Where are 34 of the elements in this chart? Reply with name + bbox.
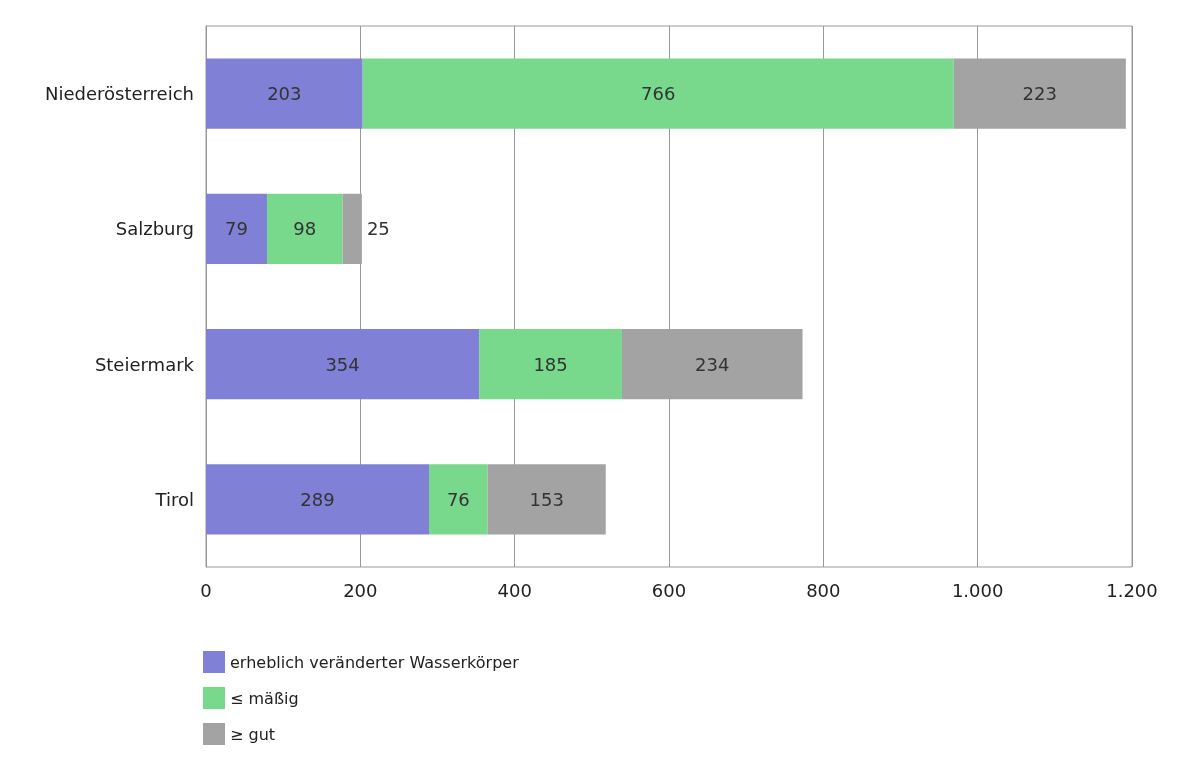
legend-label: ≤ mäßig <box>230 688 299 708</box>
y-tick-label: Tirol <box>154 488 194 510</box>
bar <box>362 58 954 129</box>
data-label: 766 <box>641 83 676 105</box>
data-label: 203 <box>267 83 302 105</box>
data-label: 153 <box>529 488 564 510</box>
data-label: 234 <box>695 353 730 375</box>
legend-label: erheblich veränderter Wasserkörper <box>230 652 520 672</box>
x-tick-label: 800 <box>806 579 841 601</box>
x-tick-label: 0 <box>200 579 212 601</box>
bar <box>266 193 343 265</box>
bar <box>206 58 363 129</box>
data-label: 185 <box>533 353 568 375</box>
y-tick-label: Salzburg <box>115 218 194 240</box>
x-tick-label: 1.200 <box>1106 579 1158 601</box>
data-label: 354 <box>325 353 360 375</box>
legend-label: ≥ gut <box>230 724 276 744</box>
data-label: 25 <box>366 218 390 240</box>
bar <box>206 193 267 265</box>
y-tick-label: Niederösterreich <box>44 83 194 105</box>
data-label: 98 <box>293 218 317 240</box>
bar <box>479 328 622 400</box>
data-label: 76 <box>446 488 470 510</box>
data-label: 79 <box>225 218 248 240</box>
y-tick-label: Steiermark <box>94 353 195 375</box>
x-tick-label: 200 <box>343 579 378 601</box>
x-tick-label: 600 <box>651 579 687 601</box>
data-label: 289 <box>300 488 335 510</box>
x-tick-label: 400 <box>497 579 532 601</box>
bar <box>206 328 480 400</box>
x-tick-label: 1.000 <box>951 579 1004 601</box>
data-label: 223 <box>1022 83 1057 105</box>
bar <box>206 464 430 535</box>
bar <box>429 464 488 535</box>
